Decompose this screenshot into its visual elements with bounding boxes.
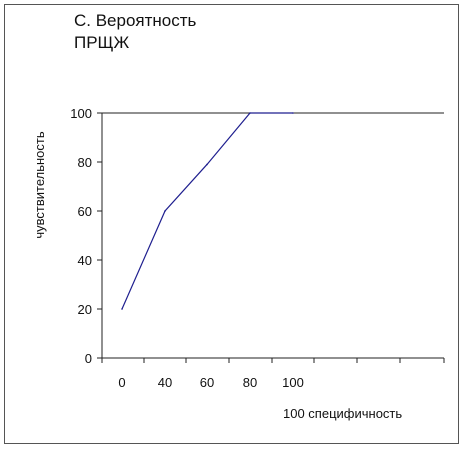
y-tick-label: 40 [78,253,92,268]
y-tick-label: 20 [78,302,92,317]
x-axis-label: 100 специфичность [283,406,402,421]
data-point [206,163,208,166]
data-point [249,112,251,114]
x-tick-label: 100 [282,375,304,390]
y-ticks: 0 20 40 60 80 100 [70,106,102,366]
series-line [121,112,293,310]
x-tick-label: 40 [158,375,172,390]
chart-frame [4,4,459,444]
x-tick-label: 60 [200,375,214,390]
y-tick-label: 60 [78,204,92,219]
chart-title: С. Вероятность ПРЩЖ [74,11,197,52]
x-ticks: 0 40 60 80 100 [101,358,445,390]
y-tick-label: 80 [78,155,92,170]
data-point [121,308,123,310]
axes [101,112,444,359]
data-point [164,210,166,212]
y-tick-label: 0 [85,351,92,366]
data-point [292,112,294,114]
x-tick-label: 80 [243,375,257,390]
y-axis-label: чувствительность [32,131,47,238]
series [121,112,294,310]
y-tick-label: 100 [70,106,92,121]
x-tick-label: 0 [118,375,125,390]
